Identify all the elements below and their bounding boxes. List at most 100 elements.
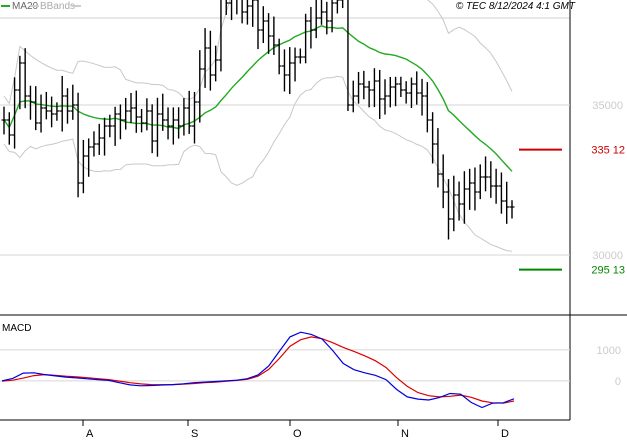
ohlc-bar [75, 92, 81, 198]
ohlc-bar [17, 55, 23, 110]
ohlc-bar [170, 107, 176, 145]
ohlc-bar [324, 1, 330, 35]
ohlc-bar [86, 138, 92, 177]
ohlc-bar [59, 75, 65, 132]
x-tick-label: S [191, 428, 198, 440]
ohlc-bar [271, 16, 277, 55]
ohlc-bar [244, 0, 250, 25]
ohlc-bar [350, 80, 356, 113]
ohlc-bar [107, 114, 113, 138]
ohlc-bar [225, 0, 229, 15]
ohlc-bar [281, 49, 287, 92]
x-tick-label: A [86, 428, 94, 440]
ohlc-bar [117, 104, 123, 140]
macd-line [1, 331, 515, 409]
ohlc-bar [43, 91, 49, 120]
macd-panel: MACD 1000 0 [0, 323, 621, 409]
ohlc-bar [181, 98, 187, 136]
ohlc-bar [472, 167, 478, 211]
ohlc-bar [144, 98, 150, 131]
ohlc-bar [419, 78, 425, 116]
ohlc-bar [382, 79, 388, 115]
macd-tick-label: 1000 [597, 345, 621, 357]
ohlc-bar [366, 80, 372, 108]
ohlc-bar [356, 71, 362, 104]
ohlc-bar [504, 181, 510, 224]
x-tick-label: D [501, 428, 509, 440]
ohlc-bar [112, 106, 118, 146]
ohlc-bar [319, 0, 324, 25]
ohlc-bar [440, 154, 446, 209]
ohlc-bar [403, 81, 409, 104]
price-tick-label: 30000 [592, 250, 623, 262]
ohlc-bar [1, 106, 7, 135]
ohlc-bar [477, 164, 483, 200]
ohlc-bar [483, 156, 489, 192]
ohlc-bar [435, 128, 441, 188]
bbands-legend-swatch-2 [72, 5, 81, 7]
ohlc-bar [361, 70, 367, 100]
ohlc-bar [38, 94, 44, 133]
ohlc-bar [398, 76, 404, 98]
ma20-legend: MA20 [12, 1, 39, 12]
ohlc-bar [102, 117, 108, 156]
ohlc-bar [308, 6, 314, 49]
ohlc-bar [414, 71, 420, 105]
ohlc-bar [133, 90, 139, 133]
ohlc-bar [334, 0, 340, 14]
ohlc-bar [313, 0, 319, 39]
ohlc-bar [80, 139, 86, 194]
ohlc-bar [236, 0, 238, 15]
ohlc-bar [451, 175, 457, 232]
ohlc-bar [27, 85, 33, 120]
ohlc-bar [91, 131, 97, 157]
ohlc-bar [297, 48, 303, 64]
price-axis: 30000 35000 [592, 100, 623, 262]
ohlc-bar [154, 97, 160, 157]
ohlc-bar [33, 86, 39, 131]
ohlc-bar [207, 30, 213, 91]
ohlc-bar [303, 13, 309, 64]
ohlc-bar [287, 47, 293, 95]
ohlc-bar [149, 104, 155, 154]
price-gridlines [0, 104, 570, 256]
ohlc-bar [509, 200, 515, 219]
ohlc-bar [493, 168, 499, 204]
price-tick-label: 35000 [592, 100, 623, 112]
ohlc-bar [488, 161, 494, 198]
macd-title: MACD [2, 323, 31, 334]
x-tick-label: O [293, 428, 302, 440]
ohlc-bar [12, 77, 18, 149]
macd-gridlines [0, 349, 570, 382]
ohlc-bar [186, 90, 192, 134]
ohlc-bar [393, 76, 399, 107]
ma20-line [3, 25, 513, 172]
macd-signal-line [1, 336, 515, 404]
bbands-legend-swatch [30, 5, 39, 7]
ohlc-bar [192, 91, 197, 144]
ohlc-bar [371, 68, 377, 108]
ohlc-bar [6, 112, 12, 145]
ohlc-bar [70, 84, 76, 120]
ohlc-bar [54, 102, 60, 121]
ohlc-bar [292, 47, 298, 82]
ohlc-bar [266, 13, 272, 54]
macd-series [1, 331, 515, 409]
ohlc-bar [250, 0, 256, 27]
ohlc-bar [241, 0, 245, 24]
ma20-path [3, 25, 513, 172]
macd-tick-label: 0 [615, 376, 621, 388]
ohlc-bar [408, 77, 414, 109]
ohlc-bar [160, 93, 166, 131]
ohlc-bar [430, 112, 436, 164]
ohlc-bar [213, 45, 219, 82]
ohlc-bar [176, 107, 182, 139]
ohlc-bar [197, 50, 203, 123]
bbands-upper [3, 0, 513, 105]
ohlc-bar [329, 0, 335, 33]
ohlc-bar [498, 172, 504, 214]
ohlc-bar [276, 38, 282, 75]
price-panel: 335 12 295 13 30000 35000 [0, 0, 627, 420]
